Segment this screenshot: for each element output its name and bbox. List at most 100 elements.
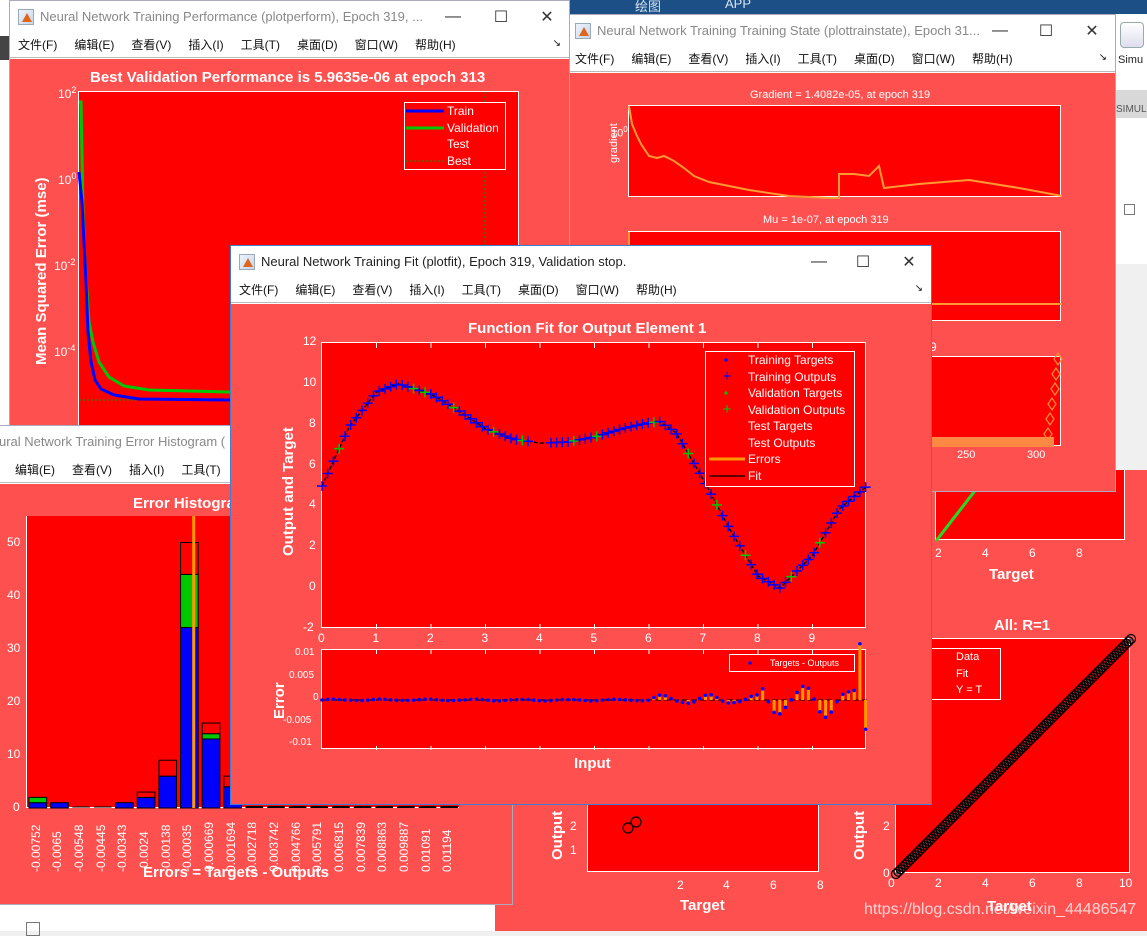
menu-file[interactable]: 文件(F) (239, 283, 279, 297)
all-output-label: Output (851, 810, 868, 860)
menu-file[interactable]: 文件(F) (575, 52, 615, 66)
minimize-button[interactable]: — (992, 21, 1008, 39)
matlab-bottom-area (0, 904, 500, 936)
dock-icon[interactable]: ↘ (1098, 52, 1107, 63)
error-ylabel: Error (271, 682, 288, 719)
menu-window[interactable]: 窗口(W) (575, 283, 619, 297)
tick: 10 (58, 173, 72, 187)
menu-tools[interactable]: 工具(T) (181, 463, 221, 477)
dock-icon[interactable]: ↘ (552, 38, 561, 49)
menu-tools[interactable]: 工具(T) (461, 283, 501, 297)
checkbox[interactable] (26, 922, 40, 936)
tick: 250 (957, 449, 976, 461)
menu-insert[interactable]: 插入(I) (188, 38, 224, 52)
tick: -0.00548 (72, 824, 87, 872)
fit-titlebar[interactable]: Neural Network Training Fit (plotfit), E… (231, 246, 931, 277)
perform-titlebar[interactable]: Neural Network Training Performance (plo… (10, 1, 569, 32)
tick: 2 (309, 538, 316, 553)
tick: 0.006815 (331, 821, 346, 872)
perform-title: Best Validation Performance is 5.9635e-0… (90, 69, 486, 86)
error-legend: Targets - Outputs (729, 654, 855, 672)
tick: -0.00343 (115, 824, 130, 872)
window-title: Neural Network Training Performance (plo… (40, 9, 423, 24)
trainstate-titlebar[interactable]: Neural Network Training Training State (… (567, 15, 1115, 46)
menu-help[interactable]: 帮助(H) (635, 283, 677, 297)
tick: 0 (309, 579, 316, 594)
legend-test-outputs: Test Outputs (748, 435, 816, 450)
minimize-button[interactable]: — (811, 252, 827, 270)
menu-window[interactable]: 窗口(W) (911, 52, 955, 66)
simulink-label: Simu (1118, 54, 1144, 66)
tick: 0.008863 (375, 821, 390, 872)
legend-data: Data (956, 651, 980, 664)
perform-ylabel: Mean Squared Error (mse) (33, 177, 50, 365)
dock-icon[interactable]: ↘ (914, 283, 923, 294)
tick: 10 (1119, 876, 1133, 890)
maximize-button[interactable]: ☐ (493, 8, 509, 26)
fit-menubar: 文件(F) 编辑(E) 查看(V) 插入(I) 工具(T) 桌面(D) 窗口(W… (231, 277, 931, 303)
tick: 20 (7, 694, 21, 708)
menu-desktop[interactable]: 桌面(D) (517, 283, 559, 297)
tick: -0.01 (289, 737, 312, 748)
tick: 0.01091 (418, 828, 433, 872)
menu-tools[interactable]: 工具(T) (240, 38, 280, 52)
menu-view[interactable]: 查看(V) (72, 463, 112, 477)
histogram-xlabel: Errors = Targets - Outputs (143, 864, 330, 881)
simulink-icon[interactable] (1120, 22, 1144, 48)
legend-targets-outputs: Targets - Outputs (770, 658, 840, 668)
menu-view[interactable]: 查看(V) (352, 283, 393, 297)
tick-exp: 0 (623, 125, 628, 134)
menu-window[interactable]: 窗口(W) (354, 38, 398, 52)
close-button[interactable]: ✕ (1085, 22, 1099, 40)
menu-tools[interactable]: 工具(T) (797, 52, 837, 66)
legend-training-targets: Training Targets (748, 353, 834, 368)
tick: 0.009887 (396, 821, 411, 872)
menu-insert[interactable]: 插入(I) (745, 52, 781, 66)
menu-desktop[interactable]: 桌面(D) (296, 38, 338, 52)
ribbon-tab-plots[interactable]: 绘图 (635, 0, 662, 14)
tick: 10 (58, 87, 72, 101)
legend-training-outputs: Training Outputs (748, 369, 837, 384)
histogram-title: Error Histogram (133, 495, 249, 512)
maximize-button[interactable]: ☐ (855, 253, 871, 271)
watermark: https://blog.csdn.net/weixin_44486547 (864, 901, 1137, 918)
menu-edit[interactable]: 编辑(E) (631, 52, 672, 66)
tick: 4 (723, 878, 730, 892)
menu-help[interactable]: 帮助(H) (971, 52, 1013, 66)
tick: 2 (677, 878, 684, 892)
menu-desktop[interactable]: 桌面(D) (853, 52, 895, 66)
minimize-button[interactable]: — (445, 7, 461, 25)
tick: 8 (754, 631, 761, 645)
menu-insert[interactable]: 插入(I) (129, 463, 165, 477)
tick: 8 (1076, 546, 1083, 560)
tick: 10 (611, 127, 624, 140)
menu-file[interactable]: 文件(F) (18, 38, 58, 52)
menu-view[interactable]: 查看(V) (131, 38, 172, 52)
close-button[interactable]: ✕ (540, 8, 554, 26)
simulink-section-label: SIMUL (1116, 90, 1147, 118)
close-button[interactable]: ✕ (902, 253, 916, 271)
ribbon-tab-apps[interactable]: APP (725, 0, 752, 11)
tick: 0.005 (289, 669, 315, 681)
menu-insert[interactable]: 插入(I) (409, 283, 445, 297)
menu-edit[interactable]: 编辑(E) (74, 38, 115, 52)
checkbox[interactable] (1124, 204, 1135, 215)
tick: 0 (313, 692, 319, 703)
tick: 2 (570, 819, 577, 833)
menu-help[interactable]: 帮助(H) (414, 38, 456, 52)
menu-edit[interactable]: 编辑(E) (295, 283, 336, 297)
legend-validation-outputs: Validation Outputs (748, 402, 846, 417)
fit-figure: Function Fit for Output Element 1 12 10 8 6… (231, 304, 931, 804)
tick: 6 (770, 878, 777, 892)
legend-test: Test (447, 137, 470, 152)
tick: 6 (1029, 876, 1036, 890)
legend-errors: Errors (748, 452, 781, 467)
maximize-button[interactable]: ☐ (1038, 22, 1054, 40)
menu-view[interactable]: 查看(V) (688, 52, 729, 66)
menu-edit[interactable]: 编辑(E) (15, 463, 55, 477)
tick: 7 (699, 631, 707, 645)
tick: 2 (427, 631, 434, 645)
all-target-label: Target (987, 898, 1032, 915)
fit-window: Neural Network Training Fit (plotfit), E… (230, 245, 932, 805)
tick: 3 (481, 631, 489, 645)
